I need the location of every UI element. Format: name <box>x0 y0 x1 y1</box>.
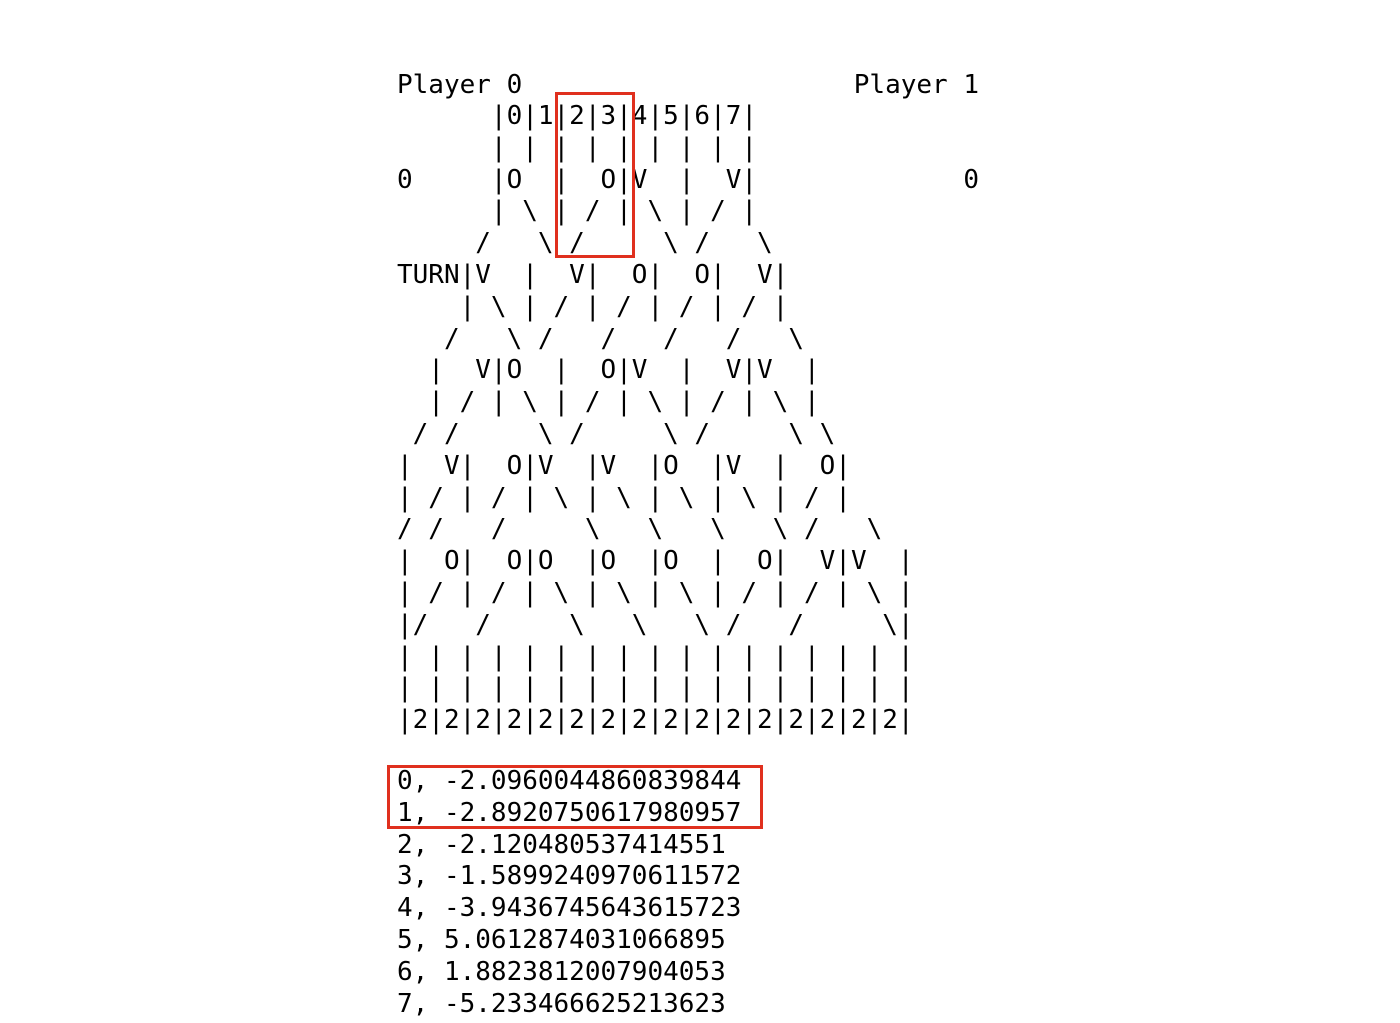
board-row: | | | | | | | | | | | | | | | | | <box>397 673 914 704</box>
board-row: |O | O|V | V| <box>397 164 758 195</box>
board-row: | / | / | \ | \ | \ | / | / | \ | <box>397 577 914 608</box>
board-row: | V|O | O|V | V|V | <box>397 355 820 386</box>
board-row: | | | | | | | | | <box>397 132 758 163</box>
board-row: |2|2|2|2|2|2|2|2|2|2|2|2|2|2|2|2| <box>397 705 914 736</box>
turn-indicator: TURN <box>397 260 460 291</box>
player0-score: 0 <box>397 164 413 195</box>
player1-score: 0 <box>963 164 979 195</box>
evaluation-line: 6, 1.8823812007904053 <box>397 956 726 987</box>
board-row: | \ | / | / | / | / | <box>397 291 789 322</box>
game-board: |0|1|2|3|4|5|6|7| | | | | | | | | | |O |… <box>397 101 914 737</box>
evaluation-line: 0, -2.0960044860839844 <box>397 766 742 796</box>
board-row: | O| O|O |O |O | O| V|V | <box>397 546 914 577</box>
evaluation-line: 3, -1.5899240970611572 <box>397 861 742 892</box>
player-labels-row: Player 0 Player 1 <box>397 70 997 102</box>
board-row: |/ / \ \ \ / / \| <box>397 609 914 640</box>
player0-label: Player 0 <box>397 69 523 100</box>
board-row: / / / \ \ \ \ / \ <box>397 514 883 545</box>
board-row: | / | \ | / | \ | / | \ | <box>397 387 820 418</box>
player-scores-row: 0 0 <box>397 165 997 197</box>
board-row: |V | V| O| O| V| <box>397 259 789 290</box>
player1-label: Player 1 <box>853 69 979 100</box>
score-panel: Player 0 Player 1 0 0 TURN <box>397 6 997 324</box>
board-row: | / | / | \ | \ | \ | \ | / | <box>397 482 851 513</box>
board-row: | | | | | | | | | | | | | | | | | <box>397 641 914 672</box>
board-row: / \ / / / / \ <box>397 323 804 354</box>
board-row: / / \ / \ / \ \ <box>397 418 836 449</box>
evaluation-line: 5, 5.0612874031066895 <box>397 924 726 955</box>
evaluation-line: 4, -3.9436745643615723 <box>397 893 742 924</box>
evaluation-line: 1, -2.8920750617980957 <box>397 797 742 828</box>
evaluation-line: 2, -2.120480537414551 <box>397 829 726 860</box>
board-row: / \ / \ / \ <box>397 228 773 259</box>
board-row: | \ | / | \ | / | <box>397 196 758 227</box>
board-row: | V| O|V |V |O |V | O| <box>397 450 851 481</box>
board-row: |0|1|2|3|4|5|6|7| <box>397 101 758 131</box>
move-evaluations-list: 0, -2.0960044860839844 1, -2.892075061798… <box>397 766 741 1020</box>
evaluation-line: 7, -5.233466625213623 <box>397 988 726 1019</box>
